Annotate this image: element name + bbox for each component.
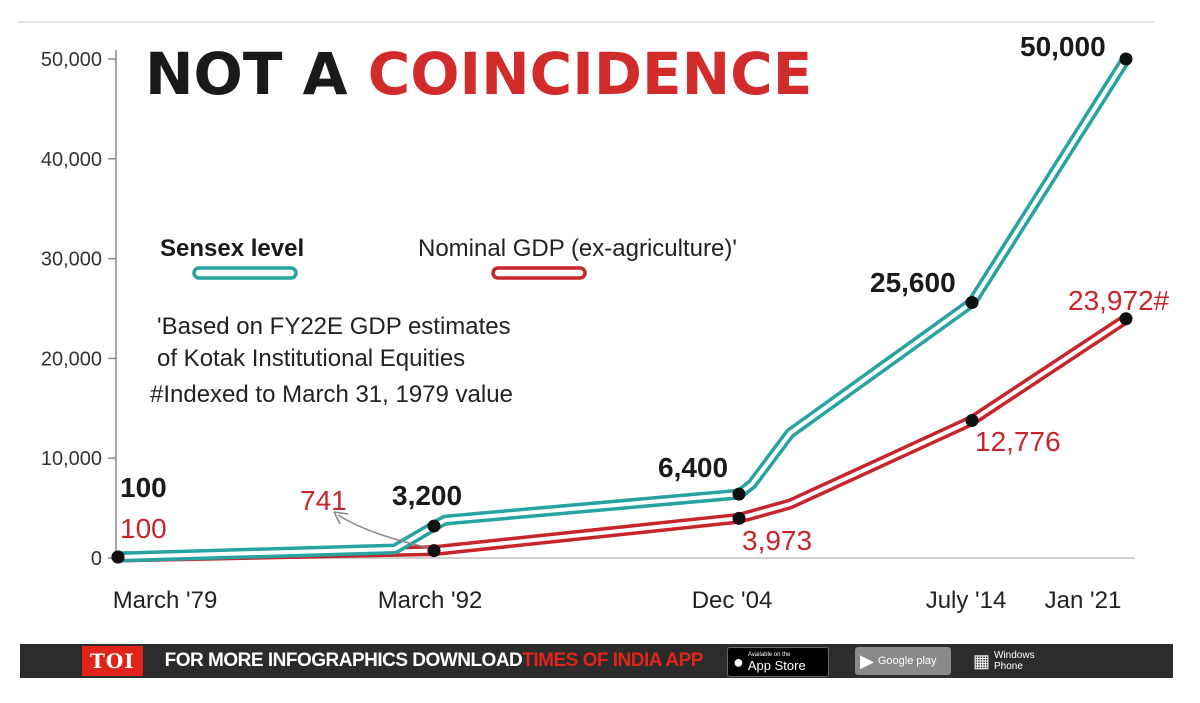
app-store-button[interactable]: ● Available on the App Store <box>727 647 829 677</box>
y-tick-label: 40,000 <box>41 149 102 171</box>
y-tick-label: 20,000 <box>41 348 102 370</box>
windows-line-2: Phone <box>994 661 1023 672</box>
sensex-point <box>732 487 746 501</box>
gdp-point <box>427 544 441 558</box>
gdp-data-label: 741 <box>300 485 347 516</box>
legend-gdp-swatch <box>491 266 587 280</box>
google-play-button[interactable]: ▶ Google play <box>855 647 951 675</box>
y-tick-label: 50,000 <box>41 49 102 71</box>
note-line-3: #Indexed to March 31, 1979 value <box>150 381 513 408</box>
x-tick-label: July '14 <box>926 587 1007 614</box>
gdp-point <box>965 414 979 428</box>
sensex-data-label: 50,000 <box>1020 31 1106 62</box>
note-line-2: of Kotak Institutional Equities <box>157 345 465 372</box>
legend-sensex-label: Sensex level <box>160 235 304 262</box>
sensex-point <box>427 519 441 533</box>
sensex-data-label: 6,400 <box>658 452 728 483</box>
sensex-point <box>1119 52 1133 66</box>
footer-banner[interactable]: TOI FOR MORE INFOGRAPHICS DOWNLOAD TIMES… <box>20 644 1173 678</box>
y-tick-label: 10,000 <box>41 448 102 470</box>
legend-gdp-label: Nominal GDP (ex-agriculture)' <box>418 235 737 262</box>
sensex-gdp-chart: NOT A COINCIDENCE 0 10,000 20,000 30,000 40,… <box>18 21 1170 614</box>
footer-app-name[interactable]: TIMES OF INDIA APP <box>522 650 703 671</box>
y-tick-label: 30,000 <box>41 249 102 271</box>
appstore-small-text: Available on the <box>747 651 791 658</box>
googleplay-text: Google play <box>877 655 937 667</box>
footer-text: FOR MORE INFOGRAPHICS DOWNLOAD <box>164 650 523 671</box>
gdp-data-label: 3,973 <box>742 525 812 556</box>
chart-title: NOT A COINCIDENCE <box>145 40 812 108</box>
toi-logo: TOI <box>82 646 143 676</box>
annotation-arrow-741 <box>337 514 431 549</box>
gdp-point <box>732 511 746 525</box>
appstore-big-text: App Store <box>747 657 806 673</box>
sensex-point <box>965 296 979 310</box>
start-point <box>111 550 125 564</box>
sensex-data-label: 100 <box>120 472 167 503</box>
annotation-arrowhead-741 <box>333 511 349 525</box>
x-tick-label: Jan '21 <box>1045 587 1122 614</box>
note-line-1: 'Based on FY22E GDP estimates <box>157 313 511 340</box>
x-tick-label: March '79 <box>113 587 218 614</box>
apple-icon: ● <box>733 651 744 672</box>
gdp-data-label: 12,776 <box>975 426 1061 457</box>
x-tick-label: March '92 <box>378 587 483 614</box>
legend-sensex-swatch <box>192 266 298 280</box>
play-icon: ▶ <box>860 650 874 671</box>
sensex-data-label: 25,600 <box>870 267 956 298</box>
gdp-data-label: 23,972# <box>1068 285 1170 316</box>
sensex-data-label: 3,200 <box>392 480 462 511</box>
windows-phone-button[interactable]: ▦ Windows Phone <box>968 647 1064 675</box>
gdp-data-label: 100 <box>120 513 167 544</box>
windows-icon: ▦ <box>973 650 991 671</box>
windows-line-1: Windows <box>994 650 1035 661</box>
y-tick-label: 0 <box>91 548 102 570</box>
gdp-point <box>1119 312 1133 326</box>
x-tick-label: Dec '04 <box>692 587 773 614</box>
